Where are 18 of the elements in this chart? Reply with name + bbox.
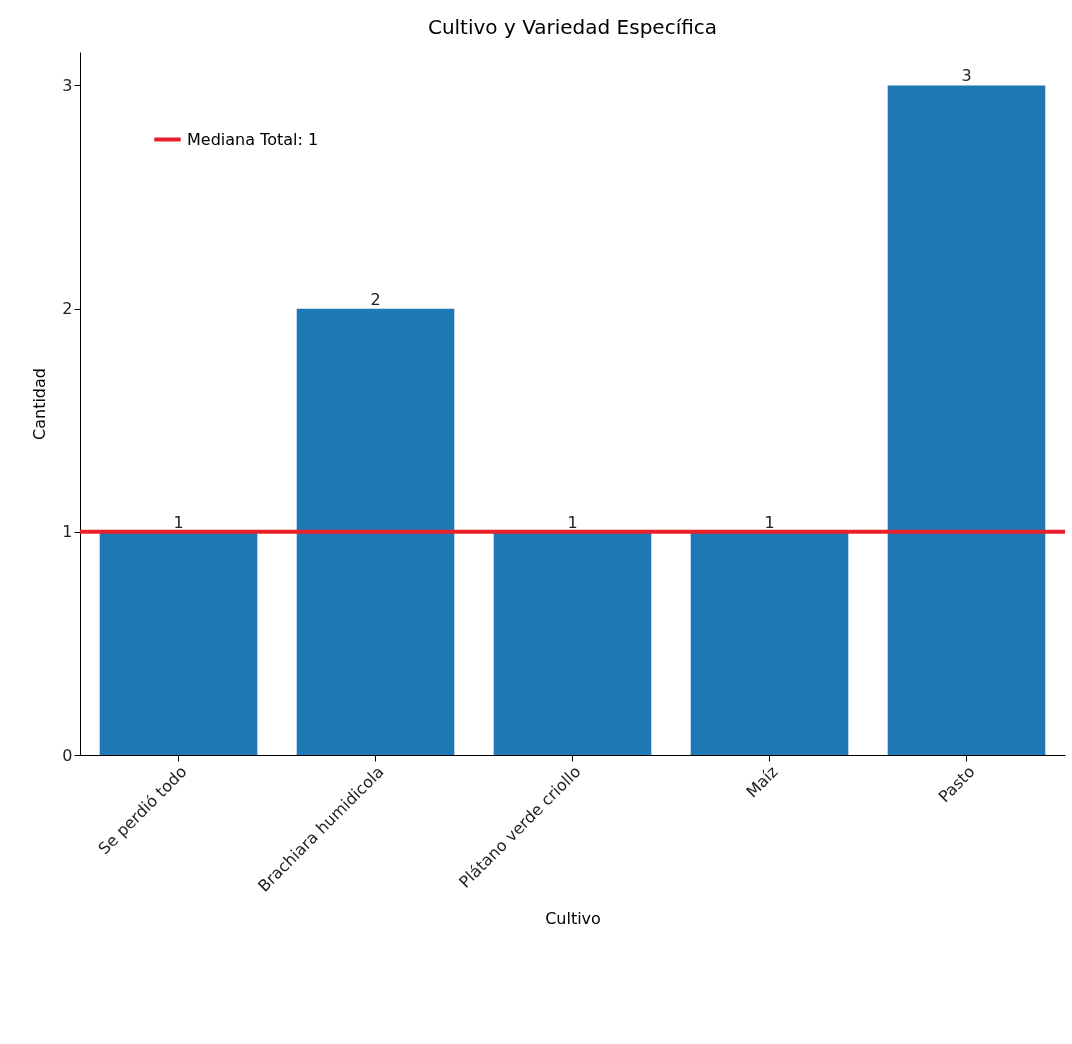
data-label: 3	[961, 66, 972, 86]
bar	[690, 531, 849, 755]
y-tick-label: 0	[62, 745, 73, 765]
x-axis-title: Cultivo	[545, 908, 601, 928]
y-axis-title: Cantidad	[30, 368, 50, 440]
legend-label: Mediana Total: 1	[187, 129, 319, 149]
data-label: 2	[370, 289, 381, 309]
bar	[99, 531, 258, 755]
data-label: 1	[173, 512, 184, 532]
bar	[296, 308, 455, 755]
y-tick-label: 3	[62, 75, 73, 95]
y-tick-label: 1	[62, 522, 73, 542]
y-tick-label: 2	[62, 299, 73, 319]
bar	[493, 531, 652, 755]
data-label: 1	[764, 512, 775, 532]
bar	[887, 85, 1046, 755]
data-label: 1	[567, 512, 578, 532]
chart-title: Cultivo y Variedad Específica	[427, 15, 718, 39]
